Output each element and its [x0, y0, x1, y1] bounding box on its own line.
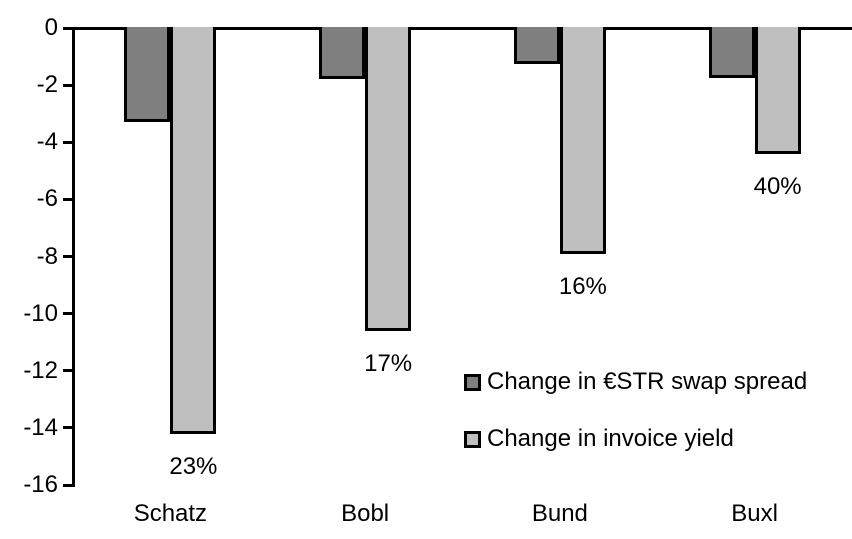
legend-label-invoice-yield: Change in invoice yield	[487, 425, 734, 452]
y-axis-tick	[63, 483, 73, 487]
y-axis-tick	[63, 83, 73, 87]
y-axis-tick-label: -10	[23, 299, 58, 327]
bar-bund-change-in-invoice-yield	[559, 27, 606, 254]
legend-swatch-estr-swap-spread-icon	[464, 373, 481, 391]
bar-schatz-change-in-str-swap-spread	[124, 27, 171, 123]
y-axis-tick-label: -14	[23, 413, 58, 441]
y-axis-tick-label: -8	[36, 242, 58, 270]
y-axis-tick	[63, 26, 73, 30]
y-axis-tick-label: -12	[23, 356, 58, 384]
bar-buxl-change-in-str-swap-spread	[708, 27, 755, 78]
y-axis-tick-label: -4	[36, 128, 58, 156]
y-axis-tick-label: -2	[36, 71, 58, 99]
y-axis-line	[71, 26, 75, 487]
legend-swatch-invoice-yield-icon	[464, 430, 481, 448]
bar-bobl-change-in-str-swap-spread	[319, 27, 366, 80]
x-axis-category-label-bobl: Bobl	[341, 500, 390, 527]
y-axis-tick	[63, 140, 73, 144]
y-axis-tick-label: 0	[44, 14, 58, 41]
bar-value-label-schatz: 23%	[169, 452, 218, 480]
y-axis-tick	[63, 197, 73, 201]
chart-legend: Change in €STR swap spread Change in inv…	[464, 369, 807, 452]
y-axis-tick	[63, 312, 73, 316]
y-axis-tick	[63, 255, 73, 258]
bar-value-label-bobl: 17%	[364, 349, 413, 377]
y-axis-tick	[63, 426, 73, 430]
legend-item-estr-swap-spread: Change in €STR swap spread	[464, 369, 807, 395]
legend-label-estr-swap-spread: Change in €STR swap spread	[487, 368, 808, 395]
bar-value-label-bund: 16%	[558, 272, 607, 300]
y-axis-tick	[63, 369, 73, 373]
bar-buxl-change-in-invoice-yield	[754, 27, 801, 154]
bar-bund-change-in-str-swap-spread	[513, 27, 560, 64]
bar-bobl-change-in-invoice-yield	[365, 27, 412, 331]
bar-value-label-buxl: 40%	[753, 172, 802, 200]
y-axis-tick-label: -16	[23, 471, 58, 498]
bar-schatz-change-in-invoice-yield	[170, 27, 217, 434]
x-axis-category-label-bund: Bund	[531, 500, 588, 527]
x-axis-category-label-buxl: Buxl	[731, 500, 778, 527]
legend-item-invoice-yield: Change in invoice yield	[464, 426, 807, 452]
x-axis-category-label-schatz: Schatz	[133, 500, 208, 527]
zero-line	[63, 26, 852, 30]
y-axis-tick-label: -6	[36, 185, 58, 213]
